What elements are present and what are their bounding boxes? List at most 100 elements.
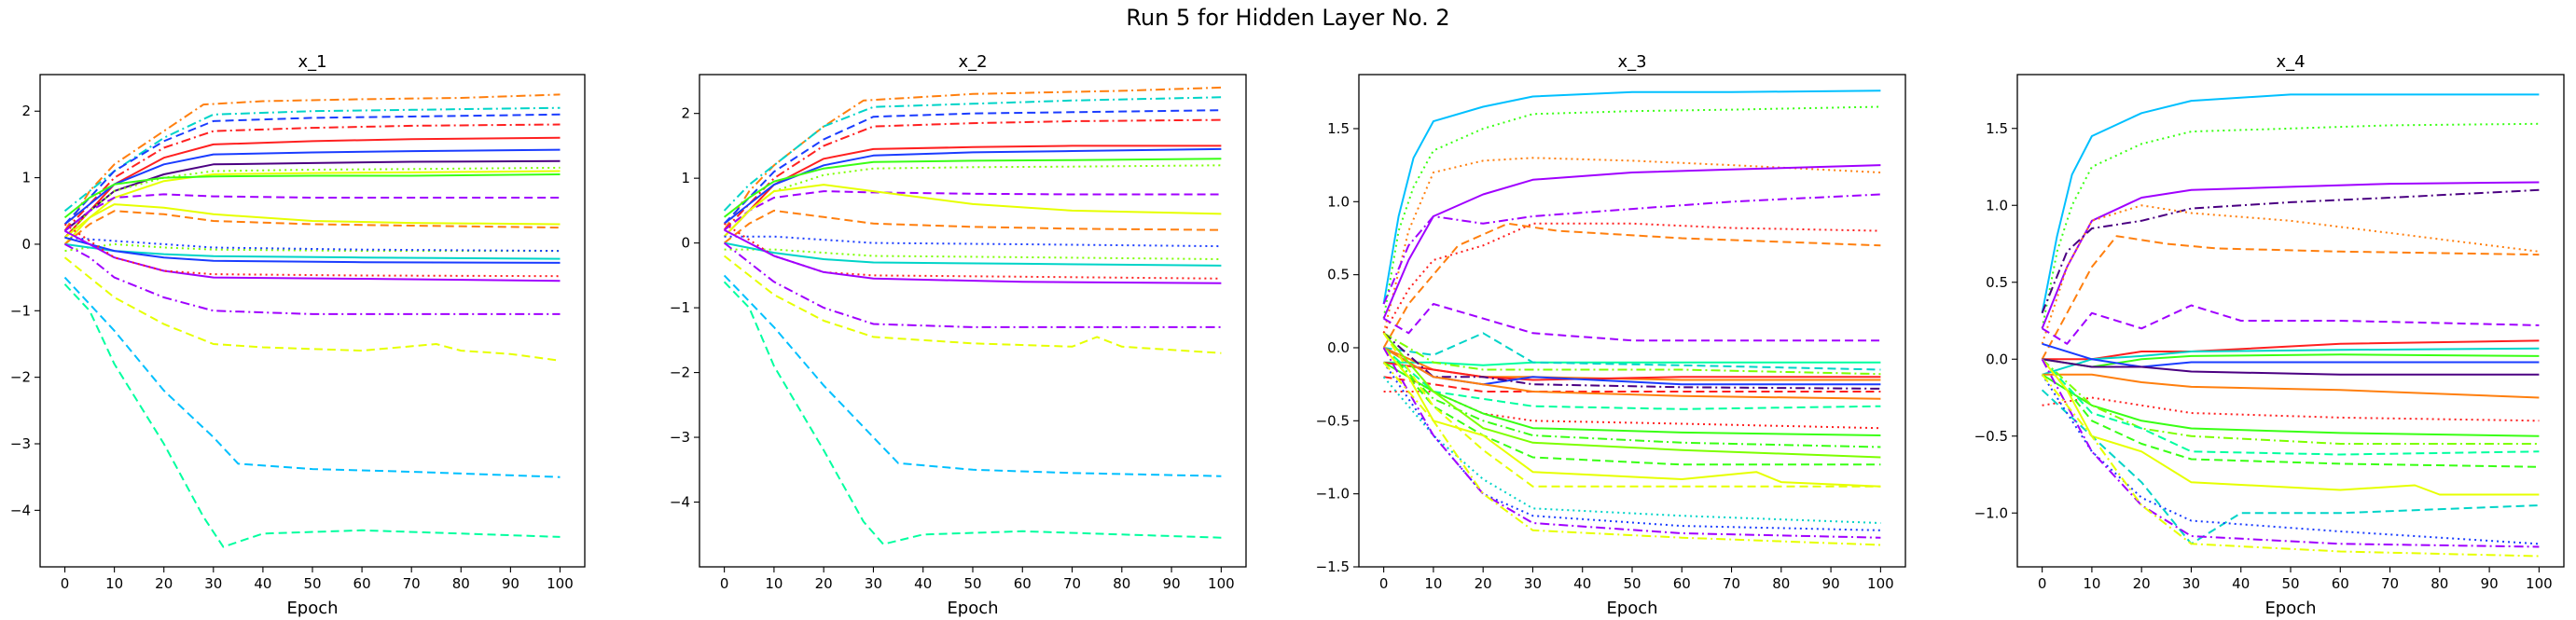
series-line-21 [2041,374,2540,545]
x-tick-label: 30 [2182,575,2200,592]
y-tick-label: −0.5 [1316,412,1350,429]
x-tick-label: 0 [61,575,70,592]
x-tick-label: 40 [2232,575,2250,592]
y-tick-label: 0.0 [1327,339,1350,356]
series-line-28 [1382,347,1881,539]
series-line-6 [1382,222,1881,334]
series-line-6 [723,147,1222,225]
x-tick-label: 20 [155,575,173,592]
series-line-18 [723,255,1222,354]
x-tick-label: 100 [2526,575,2553,592]
x-tick-label: 10 [765,575,782,592]
x-tick-label: 90 [2481,575,2499,592]
series-line-15 [2042,373,2540,437]
series-line-7 [63,159,561,232]
series-line-19 [723,274,1222,477]
x-tick-label: 30 [1524,575,1542,592]
y-tick-label: 1.5 [1327,120,1350,137]
series-line-18 [64,229,561,282]
series-line-15 [64,236,561,253]
x-tick-label: 80 [1113,575,1130,592]
x-tick-label: 40 [1573,575,1591,592]
y-tick-label: 0 [681,235,690,252]
series-line-24 [1382,347,1881,488]
series-line-20 [64,243,561,315]
series-line-23 [63,283,561,548]
x-axis-label: Epoch [286,599,338,618]
x-tick-label: 50 [303,575,321,592]
series-line-4 [2041,188,2540,314]
series-line-12 [2042,358,2540,376]
y-tick-label: 2 [681,105,690,122]
series-line-23 [1382,347,1881,466]
x-tick-label: 80 [452,575,470,592]
y-tick-label: 0 [21,236,31,253]
subplot-x_3: x_3 0 10 20 30 40 50 60 70 80 90 100 −1.5 −1.0 −0.5 0.0… [1316,52,1906,618]
axes-frame [699,74,1247,568]
series-line-27 [1382,362,1881,531]
y-tick-label: −3 [670,429,690,446]
series-line-16 [2041,358,2540,445]
x-tick-label: 80 [1772,575,1790,592]
series-line-8 [2042,339,2540,361]
series-line-7 [723,158,1222,218]
series-line-3 [1382,157,1881,334]
series-line-1 [1382,90,1881,305]
series-line-17 [723,241,1222,328]
series-line-13 [63,203,561,239]
x-tick-label: 80 [2431,575,2448,592]
series-line-3 [2041,181,2540,329]
y-tick-label: −3 [10,435,31,452]
series-line-10 [63,173,561,219]
series-line-11 [63,193,561,232]
series-line-18 [2041,358,2540,468]
subplot-x_1: x_1 0 10 20 30 40 50 60 70 80 90 100 −4 −3 −2 −1 0 1 2 Epoc… [10,52,586,618]
series-line-7 [2042,304,2540,345]
series-line-2 [2041,122,2540,329]
series-line-13 [2042,373,2540,399]
series-line-25 [1382,332,1881,488]
series-line-2 [723,96,1222,212]
series-line-12 [1383,347,1881,381]
series-line-11 [723,209,1222,244]
series-line-16 [724,228,1222,284]
y-tick-label: −4 [670,494,690,511]
x-tick-label: 100 [547,575,574,592]
x-tick-label: 10 [2083,575,2100,592]
y-tick-label: 1.5 [1986,120,2008,137]
series-line-1 [63,93,561,232]
x-tick-label: 70 [1063,575,1081,592]
series-line-13 [724,248,1222,260]
subplot-title: x_2 [958,52,987,72]
series-group [1382,90,1881,546]
series-line-4 [1382,164,1881,319]
y-tick-label: −1 [670,299,690,316]
x-tick-label: 100 [1208,575,1235,592]
x-tick-label: 10 [105,575,123,592]
series-line-22 [63,276,561,478]
x-tick-label: 90 [1822,575,1840,592]
x-tick-label: 0 [720,575,729,592]
x-tick-label: 20 [2133,575,2151,592]
series-group [63,93,561,548]
series-line-9 [2042,347,2540,376]
y-tick-label: 0.5 [1327,267,1350,283]
series-line-5 [1382,193,1881,305]
x-tick-label: 30 [204,575,222,592]
series-line-21 [63,256,561,362]
series-line-16 [64,242,561,260]
y-tick-label: −1 [10,302,31,319]
x-tick-label: 40 [914,575,932,592]
y-tick-label: −0.5 [1974,428,2008,445]
series-line-2 [1382,105,1881,319]
series-line-29 [1382,362,1881,546]
x-tick-label: 60 [353,575,371,592]
x-tick-label: 90 [502,575,519,592]
y-tick-label: −4 [10,502,31,518]
x-tick-label: 10 [1424,575,1442,592]
y-tick-label: 1 [681,170,690,186]
series-line-11 [2042,342,2540,368]
series-line-5 [2041,204,2540,345]
y-tick-label: −1.0 [1316,486,1350,503]
subplot-title: x_1 [298,52,326,72]
